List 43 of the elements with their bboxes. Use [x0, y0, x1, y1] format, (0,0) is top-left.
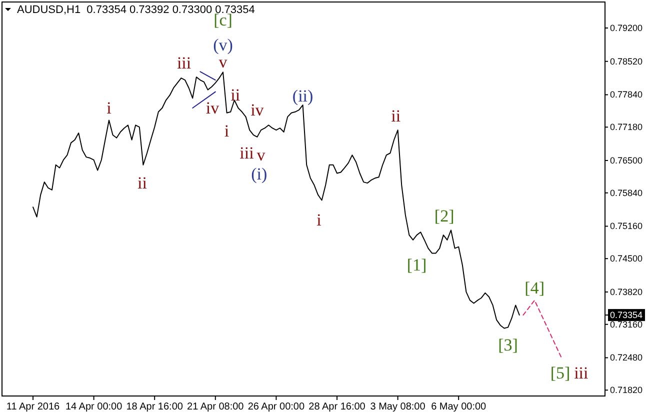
x-tick-label: 21 Apr 08:00	[187, 402, 244, 412]
x-tick-label: 6 May 00:00	[431, 402, 487, 412]
y-tick-label: 0.77840	[610, 90, 643, 100]
annotation: [4]	[524, 278, 545, 298]
y-tick-label: 0.71820	[610, 385, 643, 396]
annotation: [2]	[434, 206, 454, 226]
y-tick-label: 0.74500	[610, 254, 643, 264]
annotation: (ii)	[292, 86, 314, 106]
y-tick-label: 0.77180	[610, 122, 643, 132]
y-tick-label: 0.73160	[610, 319, 643, 330]
line-series	[32, 72, 520, 329]
annotation: i	[224, 122, 230, 140]
x-tick-label: 28 Apr 16:00	[308, 402, 366, 412]
annotation: [5]	[550, 364, 570, 383]
annotation: ii	[230, 86, 240, 104]
x-tick-label: 3 May 08:00	[370, 402, 426, 412]
y-tick-label: 0.79200	[610, 23, 643, 34]
annotation: ii	[138, 174, 148, 192]
y-tick-label: 0.75160	[610, 221, 643, 232]
annotation: iv	[250, 100, 264, 120]
annotation: (i)	[251, 164, 268, 184]
annotation: iv	[206, 98, 220, 118]
x-tick-label: 11 Apr 2016	[6, 402, 60, 412]
annotation: [1]	[406, 256, 427, 274]
y-tick-label: 0.78520	[610, 56, 643, 66]
annotation: v	[256, 146, 266, 164]
y-tick-label: 0.75840	[610, 188, 643, 198]
text: 0.73354	[610, 310, 643, 320]
annotation: v	[218, 52, 228, 72]
annotation: (v)	[213, 36, 233, 54]
annotation: iii	[574, 364, 589, 382]
annotation: iii	[240, 144, 254, 162]
annotation: ii	[391, 106, 401, 126]
annotation: iii	[176, 54, 192, 72]
annotation: [3]	[498, 336, 518, 354]
x-tick-label: 14 Apr 00:00	[65, 402, 123, 412]
y-tick-label: 0.73820	[610, 286, 643, 297]
y-tick-label: 0.72480	[610, 352, 643, 363]
y-tick-label: 0.76500	[610, 155, 643, 166]
x-tick-label: 18 Apr 16:00	[126, 402, 184, 412]
annotation: i	[316, 210, 322, 230]
x-tick-label: 26 Apr 00:00	[248, 402, 305, 412]
annotation: i	[106, 98, 112, 118]
